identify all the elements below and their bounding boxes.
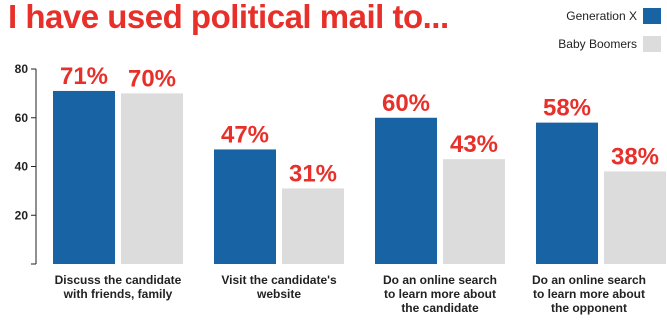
y-tick-label: 40	[15, 160, 29, 174]
legend-item-generation-x: Generation X	[558, 8, 661, 24]
legend-label-baby-boomers: Baby Boomers	[558, 37, 637, 51]
category-label-line: Do an online search	[382, 273, 498, 287]
data-label: 47%	[221, 121, 269, 148]
bar-generation-x	[53, 90, 115, 264]
data-label: 38%	[611, 143, 659, 170]
category-label-line: Do an online search	[531, 273, 647, 287]
category-label-line: website	[256, 287, 301, 301]
data-label: 31%	[289, 160, 337, 187]
y-tick-label: 80	[15, 62, 29, 76]
category-label-line: to learn more about	[383, 287, 496, 301]
legend-item-baby-boomers: Baby Boomers	[558, 36, 661, 52]
data-label: 43%	[450, 131, 498, 158]
category-label: Do an online search to learn more about th…	[514, 273, 664, 315]
bar-baby-boomers	[121, 93, 183, 264]
category-label-line: Visit the candidate's	[221, 273, 337, 287]
legend: Generation X Baby Boomers	[558, 8, 661, 64]
bar-baby-boomers	[282, 188, 344, 264]
bar-baby-boomers	[443, 159, 505, 264]
chart-title: I have used political mail to...	[8, 0, 449, 35]
legend-label-generation-x: Generation X	[566, 9, 637, 23]
category-label-line: the candidate	[401, 301, 479, 315]
category-label: Visit the candidate's website	[204, 273, 354, 301]
legend-swatch-baby-boomers	[643, 36, 661, 52]
category-label-line: the opponent	[551, 301, 627, 315]
data-label: 58%	[543, 95, 591, 122]
category-label: Discuss the candidate with friends, famil…	[43, 273, 193, 301]
category-label: Do an online search to learn more about th…	[365, 273, 515, 315]
data-label: 71%	[60, 63, 108, 90]
bar-generation-x	[214, 149, 276, 264]
category-label-line: Discuss the candidate	[54, 273, 182, 287]
bar-generation-x	[375, 117, 437, 264]
y-tick-label: 60	[15, 111, 29, 125]
data-label: 70%	[128, 65, 176, 92]
category-label-line: to learn more about	[532, 287, 645, 301]
y-tick-label: 20	[15, 208, 29, 222]
bar-generation-x	[536, 122, 598, 264]
bar-baby-boomers	[604, 171, 666, 264]
legend-swatch-generation-x	[643, 8, 661, 24]
data-label: 60%	[382, 90, 430, 117]
category-label-line: with friends, family	[63, 287, 173, 301]
